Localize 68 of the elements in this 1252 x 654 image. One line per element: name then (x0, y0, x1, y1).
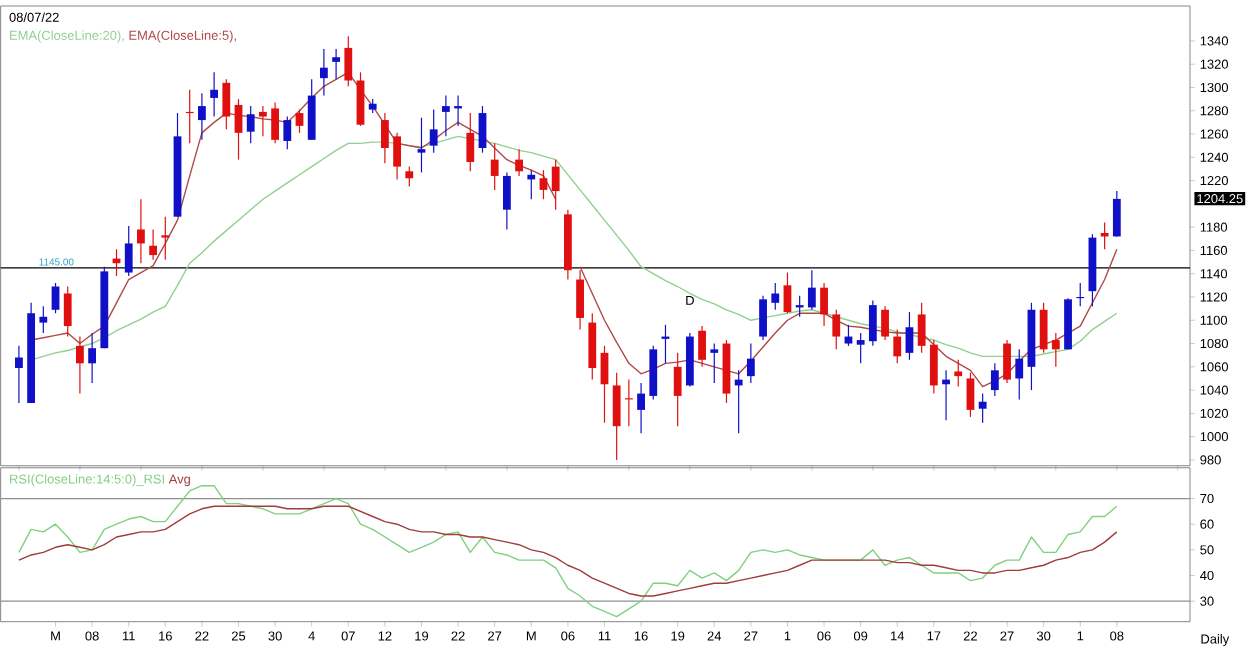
candlestick (307, 78, 316, 141)
candlestick (881, 305, 889, 341)
candlestick (234, 98, 243, 161)
candlestick (698, 325, 706, 368)
candlestick (15, 345, 23, 404)
candlestick (588, 312, 597, 381)
candlestick (954, 359, 963, 388)
candlestick (551, 159, 560, 211)
candlestick (344, 35, 353, 88)
candlestick (539, 169, 548, 200)
candlestick (490, 142, 499, 191)
candlestick (783, 272, 792, 315)
candlestick (295, 109, 304, 134)
candlestick (356, 71, 365, 127)
candlestick (198, 92, 206, 141)
candlestick (63, 286, 72, 338)
candlestick (612, 372, 621, 461)
candlestick (978, 393, 987, 424)
candlestick (246, 105, 255, 145)
candlestick (332, 48, 340, 81)
candlestick (478, 105, 487, 154)
candlestick (429, 109, 438, 154)
candlestick (161, 216, 170, 261)
candlestick (759, 295, 767, 341)
candlestick (515, 148, 523, 177)
candlestick (380, 112, 389, 164)
candlestick (137, 198, 145, 264)
candlestick (149, 229, 158, 261)
candlestick (466, 112, 475, 173)
candlestick (771, 282, 780, 311)
candlestick (990, 362, 999, 397)
candlestick (441, 95, 450, 138)
candlestick (832, 309, 841, 351)
candlestick (710, 343, 719, 384)
candlestick (673, 352, 682, 427)
candlestick (1003, 339, 1011, 384)
candlestick (807, 269, 816, 311)
candlestick (576, 269, 584, 331)
candlestick (844, 324, 853, 347)
candlestick (1112, 190, 1121, 238)
candlestick (746, 343, 755, 384)
candlestick (649, 345, 658, 401)
candlestick (88, 332, 97, 384)
candlestick (1015, 348, 1024, 401)
candlestick (820, 282, 828, 327)
candlestick (1051, 332, 1060, 368)
candlestick (319, 48, 328, 97)
candlestick (393, 132, 401, 181)
candlestick (917, 302, 926, 354)
candlestick (502, 172, 511, 231)
candlestick (259, 105, 267, 138)
candlestick (868, 300, 877, 347)
candlestick (905, 311, 914, 361)
candlestick (210, 71, 219, 118)
candlestick (124, 225, 133, 277)
candlestick (856, 332, 865, 365)
candlestick (405, 166, 414, 188)
candlestick (283, 116, 292, 150)
candlestick (76, 336, 84, 395)
candlestick (222, 78, 231, 131)
candlestick (929, 339, 938, 395)
candlestick (39, 305, 48, 334)
candlestick (1039, 302, 1048, 354)
candlestick (271, 102, 280, 145)
candlestick (893, 329, 902, 365)
candlestick (637, 382, 645, 434)
candlestick (417, 117, 426, 174)
candlestick (966, 372, 975, 418)
